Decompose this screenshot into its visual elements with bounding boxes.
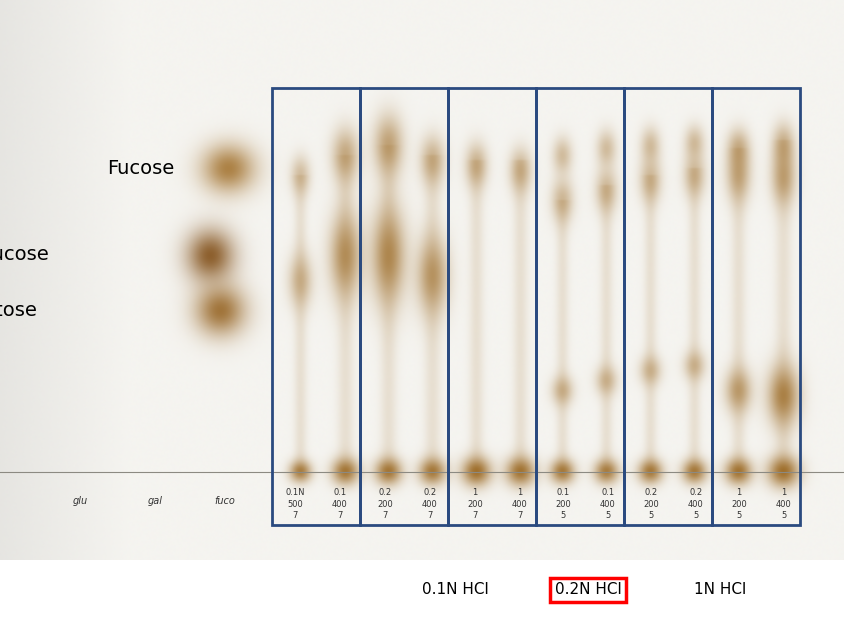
Text: 7: 7	[427, 511, 433, 520]
Text: 400: 400	[333, 500, 348, 509]
Text: 0.1: 0.1	[556, 488, 570, 497]
Text: 0.1: 0.1	[602, 488, 614, 497]
Text: 0.2: 0.2	[424, 488, 436, 497]
Text: 200: 200	[377, 500, 392, 509]
Text: 0.2: 0.2	[690, 488, 702, 497]
Text: 5: 5	[648, 511, 653, 520]
Text: 0.1: 0.1	[333, 488, 347, 497]
Text: 200: 200	[643, 500, 659, 509]
Text: fuco: fuco	[214, 496, 235, 506]
Text: 5: 5	[782, 511, 787, 520]
Text: 500: 500	[287, 500, 303, 509]
Text: 7: 7	[473, 511, 478, 520]
Text: 400: 400	[600, 500, 616, 509]
Bar	[272, 88, 360, 525]
Text: 5: 5	[736, 511, 742, 520]
Bar	[448, 88, 536, 525]
Text: 1: 1	[517, 488, 522, 497]
Text: glu: glu	[73, 496, 88, 506]
Text: 0.2: 0.2	[645, 488, 657, 497]
Text: 0.2N HCl: 0.2N HCl	[555, 582, 621, 598]
Text: Galactose: Galactose	[0, 300, 38, 320]
Text: 5: 5	[560, 511, 565, 520]
Text: 1: 1	[473, 488, 478, 497]
Bar	[712, 88, 800, 525]
Text: 1N HCl: 1N HCl	[694, 582, 746, 598]
Text: 400: 400	[512, 500, 528, 509]
Text: 400: 400	[688, 500, 704, 509]
Text: Fucose: Fucose	[106, 159, 174, 177]
Text: Glucose: Glucose	[0, 246, 50, 264]
Text: 7: 7	[292, 511, 298, 520]
Text: 200: 200	[731, 500, 747, 509]
Bar	[536, 88, 624, 525]
Text: 5: 5	[605, 511, 610, 520]
Text: 0.1N HCl: 0.1N HCl	[422, 582, 489, 598]
Text: 0.1N: 0.1N	[285, 488, 305, 497]
Text: 400: 400	[776, 500, 792, 509]
Text: gal: gal	[148, 496, 163, 506]
Text: 1: 1	[736, 488, 742, 497]
Text: 5: 5	[694, 511, 699, 520]
Text: 7: 7	[338, 511, 343, 520]
Text: 7: 7	[517, 511, 522, 520]
Text: 0.2: 0.2	[378, 488, 392, 497]
Bar	[360, 88, 448, 525]
Text: 1: 1	[782, 488, 787, 497]
Text: 200: 200	[467, 500, 483, 509]
Bar	[624, 88, 712, 525]
Text: 7: 7	[382, 511, 387, 520]
Text: 400: 400	[422, 500, 438, 509]
Text: 200: 200	[555, 500, 571, 509]
